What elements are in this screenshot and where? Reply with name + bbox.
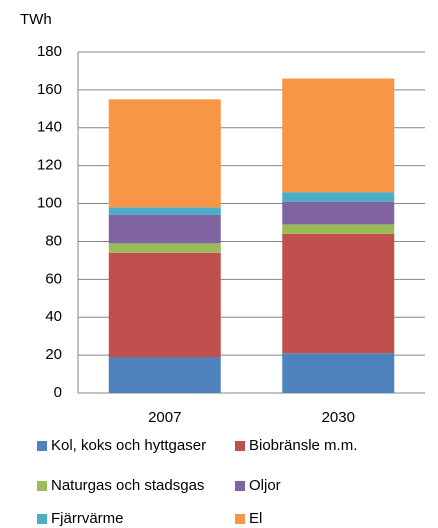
y-axis-label: TWh [20,11,52,28]
x-tick-label: 2007 [148,409,181,426]
bar-segment [108,252,221,358]
bar-segment [282,192,395,202]
legend-label: El [249,510,262,527]
legend-swatch [37,441,47,451]
bar-segment [282,353,395,393]
legend-label: Kol, koks och hyttgaser [51,437,206,454]
legend-swatch [235,481,245,491]
y-tick-label: 40 [45,308,62,325]
bar-segment [282,224,395,234]
bar-segment [282,233,395,354]
legend-swatch [235,441,245,451]
y-tick-label: 140 [37,119,62,136]
y-tick-label: 160 [37,81,62,98]
y-tick-label: 60 [45,270,62,287]
y-tick-label: 80 [45,232,62,249]
y-tick-label: 100 [37,195,62,212]
legend-label: Naturgas och stadsgas [51,477,204,494]
y-tick-label: 180 [37,43,62,60]
bar-segment [108,207,221,215]
legend-label: Oljor [249,477,281,494]
legend-swatch [37,481,47,491]
bar-segment [108,243,221,253]
bar-segment [108,99,221,208]
bar-segment [282,201,395,225]
bar-segment [108,357,221,393]
legend-swatch [37,514,47,524]
y-tick-label: 0 [54,384,62,401]
bar-segment [108,214,221,244]
bar-segment [282,78,395,193]
y-tick-label: 20 [45,346,62,363]
x-tick-label: 2030 [322,409,355,426]
legend-swatch [235,514,245,524]
y-tick-label: 120 [37,157,62,174]
legend-label: Fjärrvärme [51,510,124,527]
legend-label: Biobränsle m.m. [249,437,357,454]
